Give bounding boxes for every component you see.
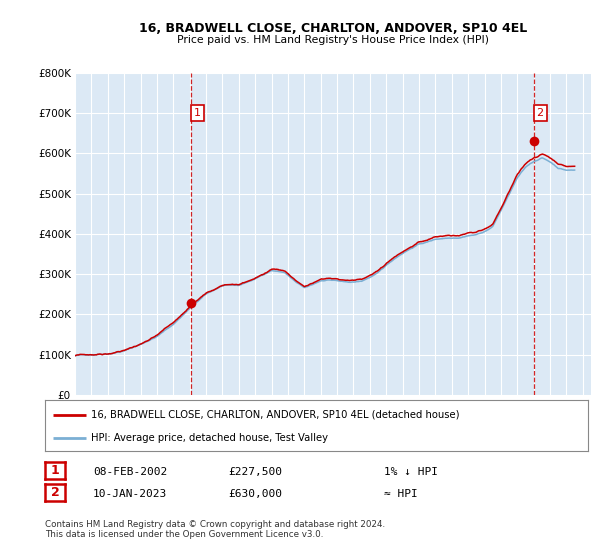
Text: 1: 1	[194, 108, 201, 118]
Text: £227,500: £227,500	[228, 466, 282, 477]
Text: ≈ HPI: ≈ HPI	[384, 489, 418, 499]
Text: 2: 2	[50, 486, 59, 500]
Text: 16, BRADWELL CLOSE, CHARLTON, ANDOVER, SP10 4EL (detached house): 16, BRADWELL CLOSE, CHARLTON, ANDOVER, S…	[91, 409, 460, 419]
Text: £630,000: £630,000	[228, 489, 282, 499]
Text: Contains HM Land Registry data © Crown copyright and database right 2024.
This d: Contains HM Land Registry data © Crown c…	[45, 520, 385, 539]
Text: Price paid vs. HM Land Registry's House Price Index (HPI): Price paid vs. HM Land Registry's House …	[177, 35, 489, 45]
Text: 08-FEB-2002: 08-FEB-2002	[93, 466, 167, 477]
Text: 1% ↓ HPI: 1% ↓ HPI	[384, 466, 438, 477]
Text: 10-JAN-2023: 10-JAN-2023	[93, 489, 167, 499]
Text: 1: 1	[50, 464, 59, 477]
Text: HPI: Average price, detached house, Test Valley: HPI: Average price, detached house, Test…	[91, 433, 328, 443]
Text: 2: 2	[536, 108, 544, 118]
Text: 16, BRADWELL CLOSE, CHARLTON, ANDOVER, SP10 4EL: 16, BRADWELL CLOSE, CHARLTON, ANDOVER, S…	[139, 22, 527, 35]
